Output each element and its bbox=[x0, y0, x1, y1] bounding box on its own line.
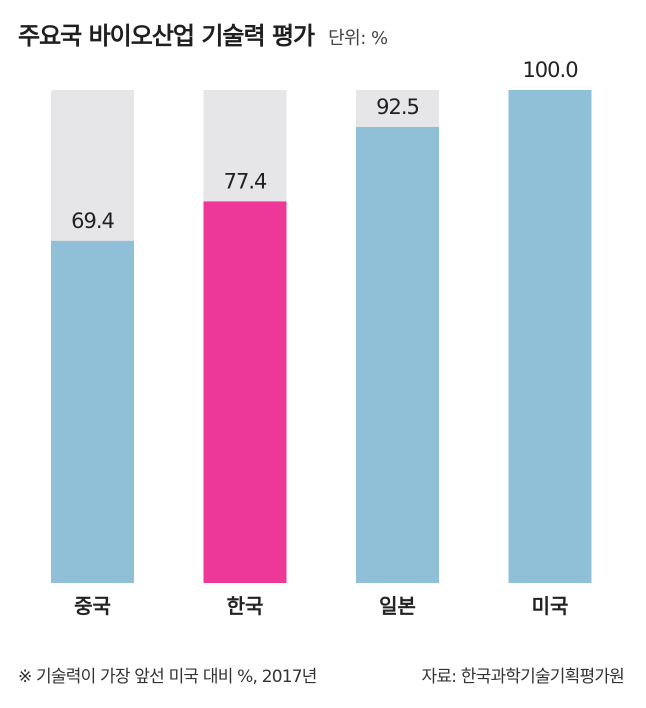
chart-header: 주요국 바이오산업 기술력 평가 단위: % bbox=[18, 16, 388, 52]
bar-1 bbox=[203, 201, 287, 583]
source-note: 자료: 한국과학기술기획평가원 bbox=[421, 667, 625, 687]
value-label-1: 77.4 bbox=[224, 169, 267, 193]
bar-0 bbox=[51, 240, 134, 583]
category-label-1: 한국 bbox=[227, 594, 264, 618]
unit-label: 단위: % bbox=[328, 28, 388, 49]
bar-2 bbox=[356, 126, 439, 583]
category-label-0: 중국 bbox=[74, 594, 111, 618]
category-label-2: 일본 bbox=[379, 594, 416, 618]
footnote: ※ 기술력이 가장 앞선 미국 대비 %, 2017년 bbox=[18, 667, 317, 687]
chart-title: 주요국 바이오산업 기술력 평가 bbox=[18, 22, 315, 50]
value-label-2: 92.5 bbox=[376, 95, 419, 119]
category-label-3: 미국 bbox=[532, 594, 569, 618]
value-label-3: 100.0 bbox=[522, 58, 577, 82]
value-label-0: 69.4 bbox=[71, 209, 114, 233]
bar-3 bbox=[508, 90, 592, 583]
